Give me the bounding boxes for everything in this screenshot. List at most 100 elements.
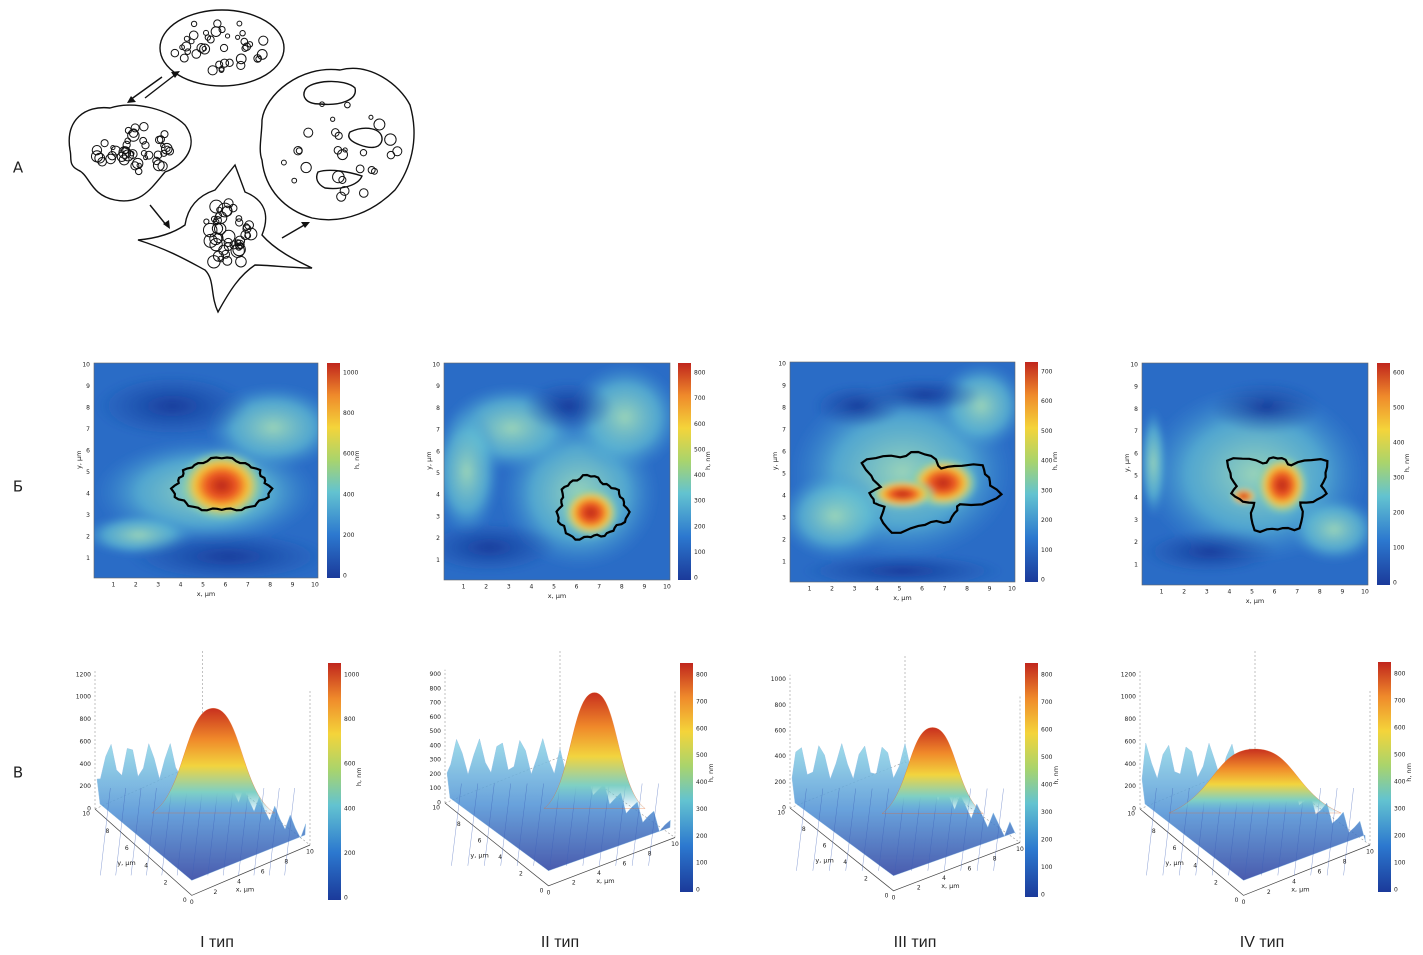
- x-tick-label: 8: [268, 582, 272, 589]
- x-axis-label: x, μm: [596, 877, 614, 885]
- colorbar-tick-label: 0: [343, 573, 347, 580]
- x-tick-label: 4: [179, 582, 183, 589]
- z-tick-label: 600: [775, 727, 787, 734]
- colorbar-tick-label: 600: [1394, 725, 1406, 732]
- colorbar-tick-label: 300: [696, 806, 708, 813]
- colorbar: [327, 363, 340, 578]
- z-tick-label: 1000: [771, 676, 786, 683]
- x-tick-label: 10: [311, 582, 319, 589]
- colorbar-tick-label: 400: [696, 779, 708, 786]
- vesicle: [101, 140, 108, 147]
- vesicle: [338, 150, 348, 160]
- colorbar: [328, 663, 341, 900]
- surface-plot: 0100200300400500600700800900024681002468…: [430, 650, 715, 897]
- colorbar-tick-label: 600: [1041, 727, 1053, 734]
- vesicle: [301, 162, 311, 172]
- y-tick-label: 2: [86, 534, 90, 541]
- y-tick-label: 1: [782, 559, 786, 566]
- colorbar-tick-label: 800: [1041, 672, 1053, 679]
- surface-plot: 02004006008001000120002468100246810x, μm…: [76, 650, 363, 906]
- x-tick-label: 1: [111, 582, 115, 589]
- x-tick-label: 4: [597, 870, 601, 877]
- colorbar-tick-label: 100: [1393, 545, 1405, 552]
- colorbar-tick-label: 0: [694, 575, 698, 582]
- x-axis-label: x, μm: [941, 882, 959, 890]
- vesicle: [210, 200, 223, 213]
- x-tick-label: 7: [943, 586, 947, 593]
- y-tick-label: 1: [1134, 561, 1138, 568]
- x-tick-label: 4: [237, 879, 241, 886]
- vesicle: [345, 102, 351, 108]
- colorbar-tick-label: 700: [1394, 698, 1406, 705]
- colorbar-tick-label: 800: [1394, 671, 1406, 678]
- y-tick-label: 2: [519, 871, 523, 878]
- type-label: III тип: [894, 934, 937, 951]
- vesicle: [185, 49, 191, 55]
- x-tick-label: 0: [1242, 899, 1246, 906]
- colorbar-tick-label: 300: [1393, 475, 1405, 482]
- z-tick-label: 1000: [76, 694, 91, 701]
- colorbar-tick-label: 400: [1041, 782, 1053, 789]
- y-tick-label: 4: [436, 492, 440, 499]
- y-axis-label: y, μm: [771, 452, 779, 470]
- colorbar-tick-label: 700: [694, 395, 706, 402]
- colorbar-tick-label: 0: [696, 887, 700, 894]
- colorbar-tick-label: 400: [344, 805, 356, 812]
- colorbar-label: h, nm: [1403, 454, 1411, 473]
- vesicle: [236, 256, 247, 267]
- colorbar: [1377, 363, 1390, 585]
- vesicle: [214, 20, 221, 27]
- x-tick-label: 5: [1250, 589, 1254, 596]
- y-tick-label: 5: [436, 470, 440, 477]
- colorbar-tick-label: 400: [343, 491, 355, 498]
- heat-region: [1142, 530, 1278, 574]
- y-tick-label: 6: [823, 843, 827, 850]
- colorbar: [678, 363, 691, 580]
- heatmap: [779, 362, 1027, 589]
- type-label: I тип: [200, 934, 234, 951]
- x-tick-label: 6: [622, 860, 626, 867]
- vesicle: [393, 147, 402, 156]
- heat-region: [779, 472, 892, 560]
- x-axis-label: x, μm: [1291, 886, 1309, 894]
- y-tick-label: 4: [782, 493, 786, 500]
- y-tick-label: 10: [82, 811, 90, 818]
- x-tick-label: 10: [1008, 586, 1016, 593]
- colorbar-tick-label: 800: [344, 716, 356, 723]
- x-tick-label: 7: [1295, 589, 1299, 596]
- y-tick-label: 3: [1134, 517, 1138, 524]
- colorbar-tick-label: 400: [1394, 779, 1406, 786]
- colorbar-tick-label: 100: [694, 549, 706, 556]
- x-axis-label: x, μm: [548, 592, 566, 600]
- heat-region: [1140, 407, 1167, 518]
- vesicle: [91, 151, 102, 162]
- x-tick-label: 2: [1267, 889, 1271, 896]
- y-axis-label: y, μm: [117, 859, 135, 867]
- y-tick-label: 4: [843, 859, 847, 866]
- x-tick-label: 8: [284, 859, 288, 866]
- y-tick-label: 0: [540, 887, 544, 894]
- colorbar-tick-label: 0: [1393, 580, 1397, 587]
- colorbar-tick-label: 100: [696, 860, 708, 867]
- vesicle: [131, 124, 139, 132]
- z-tick-label: 1200: [1121, 671, 1136, 678]
- x-tick-label: 3: [1205, 589, 1209, 596]
- x-tick-label: 10: [671, 841, 679, 848]
- colorbar-tick-label: 500: [1041, 428, 1053, 435]
- vesicle: [237, 61, 245, 69]
- colorbar-tick-label: 500: [1393, 405, 1405, 412]
- y-tick-label: 6: [782, 449, 786, 456]
- colorbar-label: h, nm: [353, 450, 361, 469]
- vesicle: [225, 34, 229, 38]
- heat-peak: [177, 449, 267, 522]
- z-tick-label: 200: [1125, 783, 1137, 790]
- colorbar: [1378, 662, 1391, 892]
- y-tick-label: 10: [1127, 811, 1135, 818]
- x-tick-label: 9: [988, 586, 992, 593]
- x-tick-label: 3: [853, 586, 857, 593]
- x-tick-label: 3: [156, 582, 160, 589]
- colorbar-tick-label: 300: [1394, 806, 1406, 813]
- y-tick-label: 2: [1134, 539, 1138, 546]
- type-label: IV тип: [1240, 934, 1285, 951]
- vesicle: [360, 149, 366, 155]
